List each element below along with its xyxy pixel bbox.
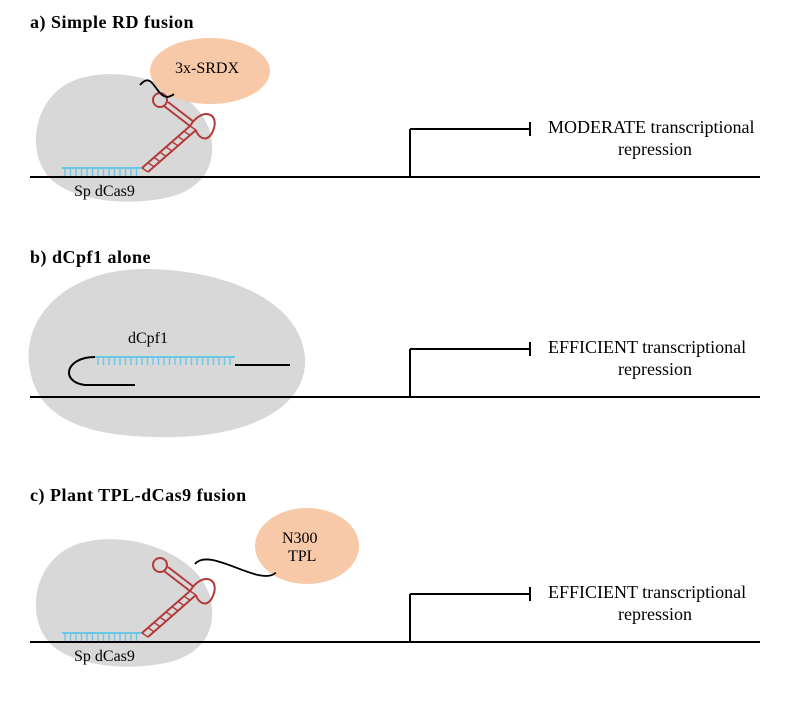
panel-b-effect-line2: repression (618, 359, 692, 381)
panel-a-title: a) Simple RD fusion (30, 12, 194, 33)
panel-c-title: c) Plant TPL-dCas9 fusion (30, 485, 247, 506)
panel-c-protein-label: Sp dCas9 (74, 648, 135, 666)
panel-a-protein-label: Sp dCas9 (74, 183, 135, 201)
panel-c-effector-label-1: N300 (282, 530, 318, 548)
panel-b-protein-label: dCpf1 (128, 330, 168, 348)
panel-c-effect-line2: repression (618, 604, 692, 626)
panel-a-effector-label: 3x-SRDX (175, 60, 239, 78)
panel-b-effect-line1: EFFICIENT transcriptional (548, 337, 746, 359)
panel-a-effect-line2: repression (618, 139, 692, 161)
panel-b-title: b) dCpf1 alone (30, 247, 151, 268)
panel-c-effect-line1: EFFICIENT transcriptional (548, 582, 746, 604)
figure-canvas: a) Simple RD fusion Sp dCas9 3x-SRDX MODERA… (0, 0, 792, 728)
panel-c-effector-label-2: TPL (288, 548, 316, 566)
panel-a-effect-line1: MODERATE transcriptional (548, 117, 754, 139)
